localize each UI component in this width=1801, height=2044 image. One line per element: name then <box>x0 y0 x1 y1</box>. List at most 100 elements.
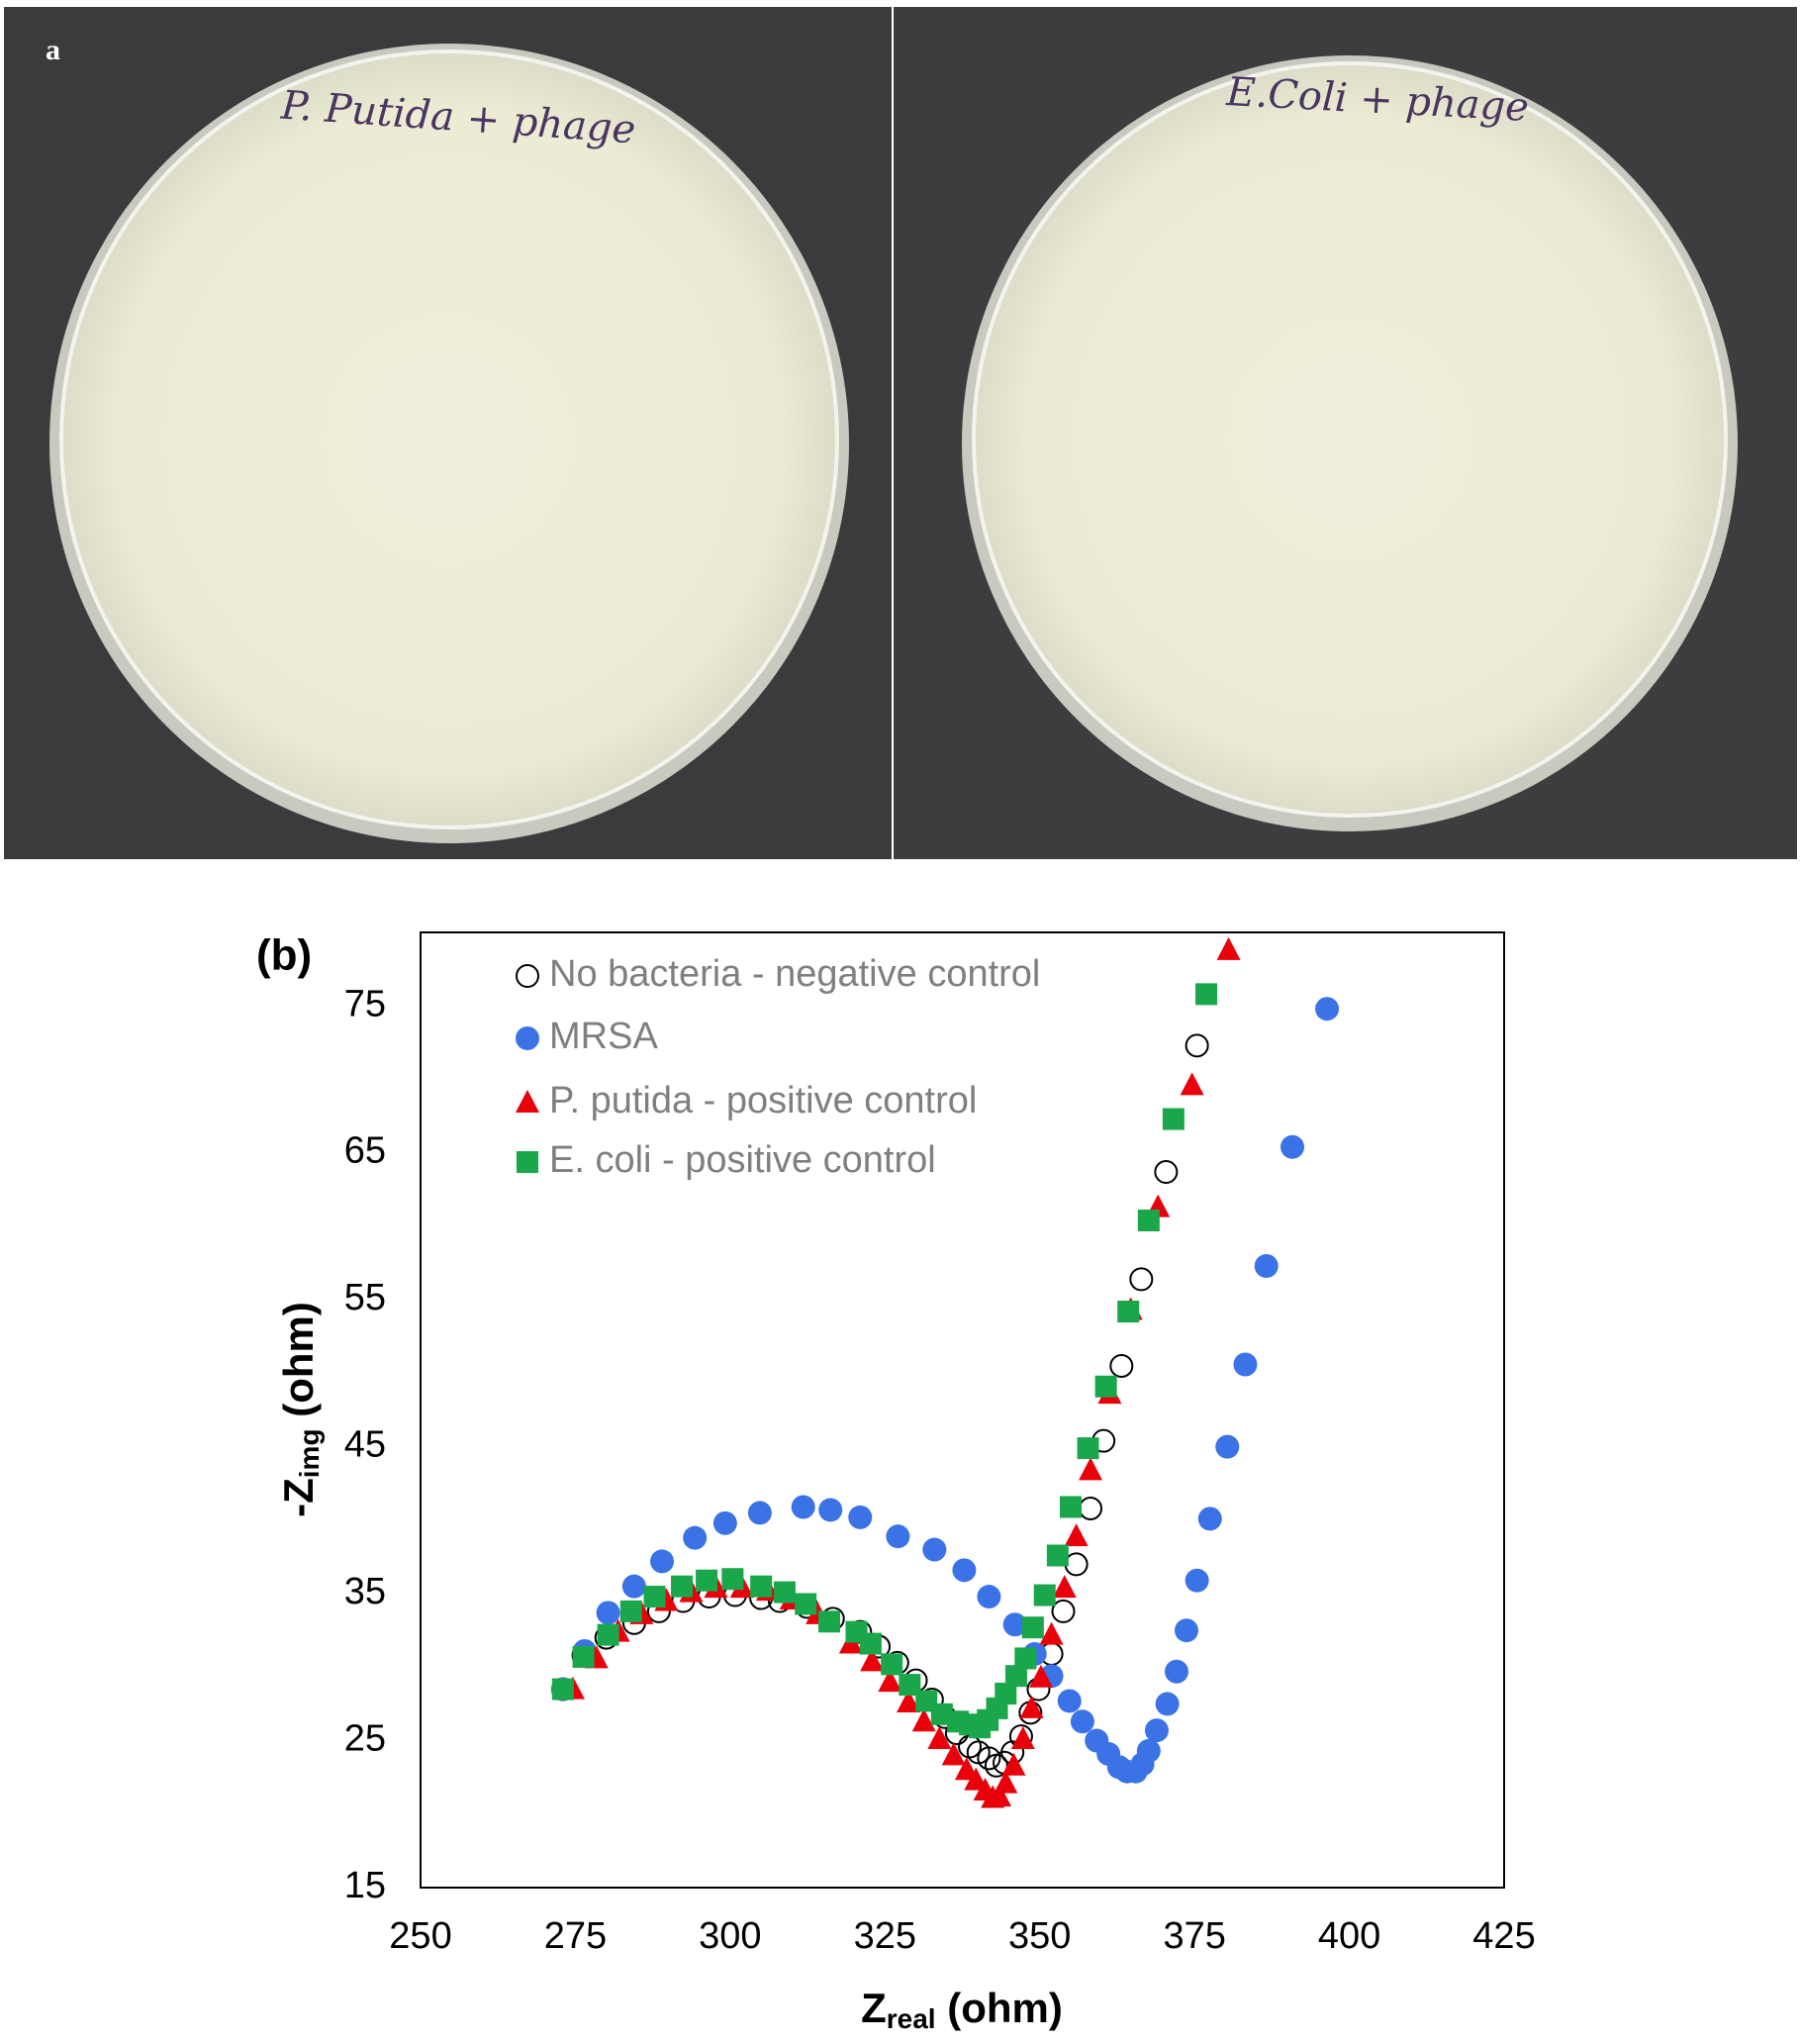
plate <box>972 61 1728 818</box>
x-axis-label-sub: real <box>887 2003 936 2034</box>
legend-marker <box>516 1090 539 1113</box>
point <box>572 1645 595 1668</box>
point <box>1233 1352 1258 1377</box>
point <box>1164 1659 1188 1684</box>
point <box>773 1581 796 1604</box>
y-tick-label: 45 <box>344 1424 386 1466</box>
point <box>897 1689 921 1712</box>
legend-label: E. coli - positive control <box>549 1139 936 1181</box>
point <box>988 1783 1012 1806</box>
point <box>994 1770 1018 1794</box>
point <box>551 1678 574 1701</box>
point <box>1039 1621 1064 1645</box>
point <box>712 1510 737 1535</box>
point <box>671 1575 694 1598</box>
y-axis-label-sub: img <box>294 1428 325 1478</box>
legend-entry: No bacteria - negative control <box>516 953 1040 995</box>
point <box>1180 1072 1204 1096</box>
point <box>911 1708 936 1732</box>
point <box>1001 1752 1026 1776</box>
point <box>1185 1033 1209 1058</box>
point <box>597 1623 619 1646</box>
panel-label: (b) <box>256 931 312 980</box>
x-tick-label: 425 <box>1472 1915 1535 1957</box>
point <box>683 1525 708 1550</box>
x-tick-label: 350 <box>1008 1915 1071 1957</box>
legend-entry: P. putida - positive control <box>516 1080 977 1121</box>
legend-label: P. putida - positive control <box>549 1080 977 1121</box>
point <box>1060 1496 1082 1518</box>
point <box>1162 1108 1185 1130</box>
point <box>696 1569 718 1592</box>
legend-label: No bacteria - negative control <box>549 953 1040 995</box>
point <box>1280 1134 1305 1159</box>
point <box>621 1574 646 1599</box>
point <box>596 1601 620 1625</box>
point <box>952 1558 977 1583</box>
point <box>1046 1544 1069 1567</box>
point <box>750 1575 773 1598</box>
point <box>795 1593 817 1615</box>
point <box>817 1610 840 1633</box>
y-axis-label-main: -Z <box>275 1478 322 1517</box>
point <box>922 1537 947 1562</box>
point <box>1215 1434 1240 1459</box>
point <box>881 1653 903 1676</box>
point <box>1077 1437 1099 1460</box>
point <box>818 1498 843 1522</box>
point <box>1019 1695 1044 1718</box>
y-axis-label-rest: (ohm) <box>275 1302 322 1428</box>
point <box>1004 1665 1027 1688</box>
point <box>1144 1718 1169 1743</box>
point <box>1136 1738 1161 1763</box>
plot-frame <box>420 931 1505 1889</box>
point <box>643 1586 666 1608</box>
legend-marker <box>516 1026 539 1050</box>
point <box>650 1549 675 1574</box>
y-tick-label: 75 <box>344 983 386 1024</box>
point <box>1052 1575 1077 1599</box>
point <box>1117 1301 1140 1323</box>
x-tick-label: 275 <box>544 1915 607 1957</box>
point <box>791 1495 815 1519</box>
point <box>1028 1664 1053 1688</box>
point <box>1002 1612 1027 1637</box>
point <box>1175 1618 1199 1643</box>
x-tick-label: 250 <box>389 1915 451 1957</box>
x-tick-label: 325 <box>854 1915 916 1957</box>
point <box>878 1669 902 1693</box>
point <box>860 1648 885 1672</box>
point <box>1010 1726 1035 1750</box>
x-tick-label: 375 <box>1163 1915 1225 1957</box>
point <box>995 1683 1017 1705</box>
plate <box>59 49 839 829</box>
x-axis-label-main: Z <box>861 1985 887 2031</box>
point <box>1216 936 1241 960</box>
point <box>977 1746 1001 1771</box>
legend-marker <box>516 964 539 988</box>
point <box>619 1600 642 1622</box>
x-tick-label: 400 <box>1318 1915 1380 1957</box>
point <box>1315 997 1340 1022</box>
point <box>1051 1599 1076 1623</box>
y-tick-label: 25 <box>344 1718 386 1760</box>
point <box>1129 1267 1154 1292</box>
point <box>1064 1523 1089 1547</box>
legend-entry: E. coli - positive control <box>517 1139 936 1181</box>
panel-label: a <box>46 34 60 66</box>
y-tick-label: 15 <box>344 1865 386 1906</box>
point <box>1014 1647 1037 1670</box>
chart: (b) Zreal (ohm) -Zimg (ohm) 250 275 300 325… <box>256 931 1536 2035</box>
y-tick-label: 65 <box>344 1130 386 1172</box>
point <box>1094 1375 1117 1398</box>
point <box>859 1632 882 1655</box>
point <box>721 1568 744 1591</box>
point <box>977 1585 1001 1609</box>
point <box>927 1726 952 1750</box>
legend-entry: MRSA <box>516 1016 658 1057</box>
legend-marker <box>517 1151 538 1173</box>
point <box>1254 1254 1279 1279</box>
point <box>1070 1709 1094 1734</box>
point <box>747 1501 772 1525</box>
point <box>886 1524 910 1549</box>
